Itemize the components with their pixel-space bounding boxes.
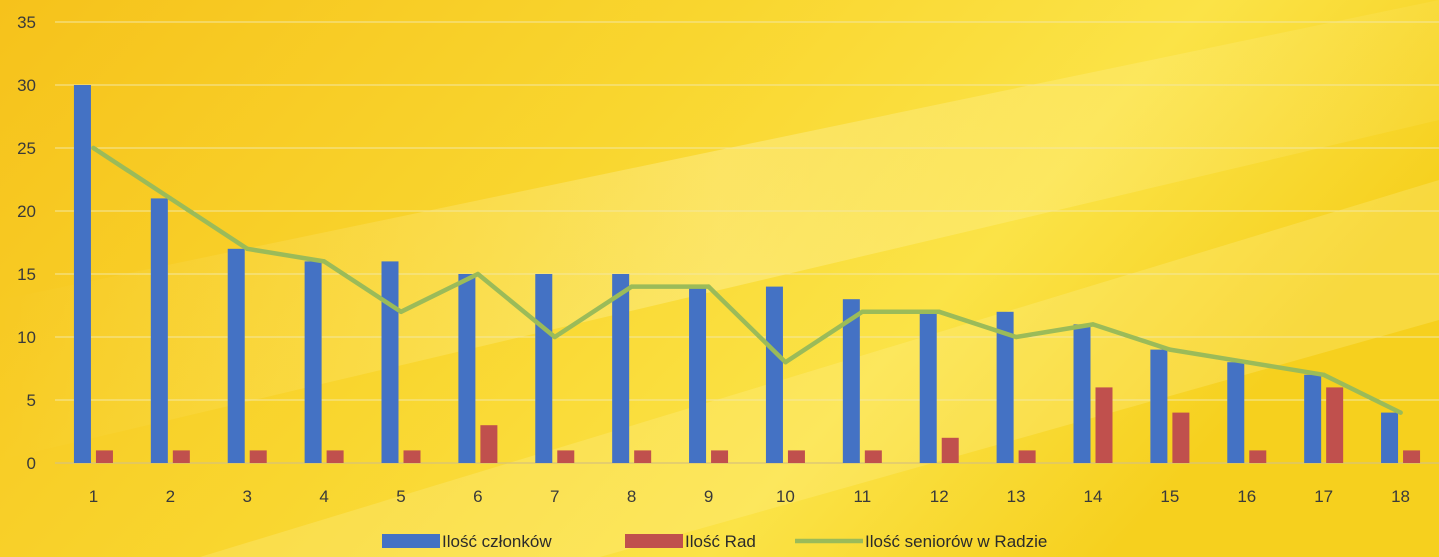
y-tick-label: 30	[17, 76, 36, 95]
y-tick-label: 5	[27, 391, 36, 410]
line-point	[1321, 372, 1326, 377]
bar-councils	[1095, 387, 1113, 463]
x-tick-label: 5	[396, 487, 405, 506]
line-point	[706, 284, 711, 289]
line-point	[1244, 360, 1249, 365]
bar-members	[996, 311, 1014, 463]
line-point	[245, 246, 250, 251]
bar-councils	[249, 450, 267, 463]
legend-label: Ilość członków	[442, 532, 552, 551]
x-tick-label: 14	[1084, 487, 1103, 506]
x-tick-label: 4	[319, 487, 328, 506]
line-point	[860, 309, 865, 314]
bar-members	[612, 274, 630, 463]
x-tick-label: 16	[1237, 487, 1256, 506]
bar-councils	[711, 450, 729, 463]
bar-councils	[95, 450, 113, 463]
bar-councils	[403, 450, 421, 463]
legend-label: Ilość seniorów w Radzie	[865, 532, 1047, 551]
x-tick-label: 3	[242, 487, 251, 506]
y-tick-label: 10	[17, 328, 36, 347]
bar-councils	[1403, 450, 1421, 463]
x-tick-label: 1	[89, 487, 98, 506]
bar-councils	[1018, 450, 1036, 463]
line-point	[398, 309, 404, 314]
line-point	[629, 284, 634, 289]
x-axis: 1 2 3 4 5 6 7 8 9 10 11 12 13 14 15 16 17 18	[89, 487, 1410, 506]
bar-councils	[634, 450, 652, 463]
x-tick-label: 12	[930, 487, 949, 506]
legend-label: Ilość Rad	[685, 532, 756, 551]
y-tick-label: 25	[17, 139, 36, 158]
y-tick-label: 0	[27, 454, 36, 473]
bar-councils	[172, 450, 190, 463]
bar-councils	[557, 450, 575, 463]
bar-members	[1227, 362, 1245, 463]
x-tick-label: 2	[166, 487, 175, 506]
bar-members	[1073, 324, 1091, 463]
x-tick-label: 18	[1391, 487, 1410, 506]
x-tick-label: 9	[704, 487, 713, 506]
x-tick-label: 11	[854, 487, 872, 506]
x-tick-label: 10	[776, 487, 795, 506]
x-tick-label: 8	[627, 487, 636, 506]
bar-members	[381, 261, 399, 463]
line-point	[783, 360, 788, 365]
legend: Ilość członków Ilość Rad Ilość seniorów w …	[382, 532, 1047, 551]
bar-councils	[941, 437, 959, 463]
line-point	[475, 271, 481, 277]
bar-members	[689, 286, 707, 463]
line-point	[1013, 334, 1019, 340]
line-point	[168, 196, 173, 201]
y-axis: 0 5 10 15 20 25 30 35	[17, 13, 36, 473]
legend-swatch-councils	[625, 534, 683, 548]
bar-councils	[1249, 450, 1267, 463]
y-tick-label: 20	[17, 202, 36, 221]
bar-councils	[1326, 387, 1344, 463]
bar-councils	[326, 450, 344, 463]
bar-members	[842, 299, 860, 463]
line-point	[1090, 322, 1096, 327]
y-tick-label: 35	[17, 13, 36, 32]
bar-members	[458, 274, 476, 463]
bar-members	[765, 286, 783, 463]
legend-swatch-members	[382, 534, 440, 548]
x-tick-label: 13	[1007, 487, 1026, 506]
x-tick-label: 7	[550, 487, 559, 506]
bar-members	[227, 248, 245, 463]
x-tick-label: 17	[1314, 487, 1333, 506]
y-tick-label: 15	[17, 265, 36, 284]
line-point	[552, 334, 557, 340]
bar-councils	[1172, 412, 1190, 463]
bar-members	[73, 85, 91, 463]
line-point	[1167, 347, 1173, 352]
line-point	[937, 309, 942, 314]
bar-members	[150, 198, 168, 463]
line-point	[321, 259, 327, 264]
line-seniors	[91, 145, 1403, 415]
bar-councils	[864, 450, 882, 463]
x-tick-label: 6	[473, 487, 482, 506]
bar-members	[1381, 412, 1399, 463]
bar-members	[535, 274, 553, 463]
bar-councils	[480, 425, 498, 463]
bar-members	[919, 311, 937, 463]
bar-councils	[787, 450, 805, 463]
line-series	[91, 145, 1403, 415]
gridlines	[55, 21, 1439, 464]
line-point	[1398, 410, 1403, 415]
bar-members	[1150, 349, 1168, 463]
x-tick-label: 15	[1160, 487, 1179, 506]
bar-members	[1304, 374, 1322, 463]
bar-members	[304, 261, 322, 463]
bars	[73, 85, 1421, 463]
line-point	[91, 145, 96, 151]
